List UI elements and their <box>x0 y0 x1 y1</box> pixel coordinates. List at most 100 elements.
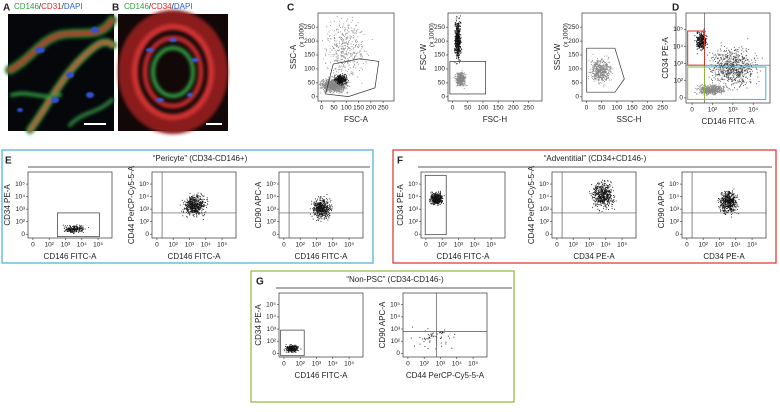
event-dot <box>201 210 202 211</box>
event-dot <box>343 26 344 27</box>
event-dot <box>605 76 606 77</box>
event-dot <box>83 229 84 230</box>
event-dot <box>741 46 742 47</box>
x-tick-label: 10³ <box>728 107 738 114</box>
event-dot <box>726 50 727 51</box>
event-dot <box>600 60 601 61</box>
event-dot <box>731 58 732 59</box>
event-dot <box>74 230 75 231</box>
event-dot <box>739 55 740 56</box>
event-dot <box>736 75 737 76</box>
event-dot <box>702 40 703 41</box>
event-dot <box>335 45 336 46</box>
event-dot <box>608 72 609 73</box>
event-dot <box>453 77 454 78</box>
event-dot <box>341 55 342 56</box>
event-dot <box>605 79 606 80</box>
event-dot <box>709 77 710 78</box>
y-tick-label: 10³ <box>674 60 684 67</box>
event-dot <box>733 56 734 57</box>
event-dot <box>333 90 334 91</box>
event-dot <box>330 22 331 23</box>
event-dot <box>362 47 363 48</box>
event-dot <box>715 54 716 55</box>
event-dot <box>603 65 604 66</box>
event-dot <box>82 229 83 230</box>
event-dot <box>457 42 458 43</box>
event-dot <box>325 53 326 54</box>
event-dot <box>701 41 702 42</box>
event-dot <box>741 53 742 54</box>
event-dot <box>724 50 725 51</box>
event-dot <box>604 70 605 71</box>
event-dot <box>606 67 607 68</box>
event-dot <box>459 74 460 75</box>
event-dot <box>716 84 717 85</box>
event-dot <box>712 82 713 83</box>
event-dot <box>347 63 348 64</box>
event-dot <box>725 63 726 64</box>
event-dot <box>723 59 724 60</box>
event-dot <box>198 210 199 211</box>
event-dot <box>194 202 195 203</box>
event-dot <box>709 91 710 92</box>
y-tick-label: 200 <box>304 38 315 45</box>
event-dot <box>594 66 595 67</box>
event-dot <box>331 89 332 90</box>
event-dot <box>206 199 207 200</box>
event-dot <box>456 54 457 55</box>
event-dot <box>739 59 740 60</box>
event-dot <box>748 60 749 61</box>
event-dot <box>707 89 708 90</box>
y-tick-label: 0 <box>441 94 445 101</box>
event-dot <box>730 63 731 64</box>
event-dot <box>460 51 461 52</box>
event-dot <box>355 41 356 42</box>
event-dot <box>593 76 594 77</box>
event-dot <box>324 85 325 86</box>
event-dot <box>739 71 740 72</box>
event-dot <box>598 72 599 73</box>
event-dot <box>456 85 457 86</box>
event-dot <box>462 79 463 80</box>
event-dot <box>729 88 730 89</box>
event-dot <box>454 52 455 53</box>
event-dot <box>594 68 595 69</box>
event-dot <box>742 59 743 60</box>
event-dot <box>595 75 596 76</box>
event-dot <box>70 227 71 228</box>
event-dot <box>463 76 464 77</box>
event-dot <box>722 70 723 71</box>
x-tick-label: 0 <box>451 105 455 112</box>
y-tick-label: 150 <box>568 52 579 59</box>
event-dot <box>605 68 606 69</box>
event-dot <box>713 94 714 95</box>
event-dot <box>338 69 339 70</box>
event-dot <box>700 50 701 51</box>
event-dot <box>361 42 362 43</box>
event-dot <box>337 91 338 92</box>
event-dot <box>454 31 455 32</box>
event-dot <box>712 75 713 76</box>
event-dot <box>606 79 607 80</box>
event-dot <box>728 90 729 91</box>
event-dot <box>599 73 600 74</box>
event-dot <box>338 29 339 30</box>
event-dot <box>329 81 330 82</box>
event-dot <box>713 92 714 93</box>
event-dot <box>340 61 341 62</box>
event-dot <box>328 38 329 39</box>
event-dot <box>737 62 738 63</box>
event-dot <box>608 59 609 60</box>
event-dot <box>717 86 718 87</box>
event-dot <box>696 88 697 89</box>
event-dot <box>697 49 698 50</box>
event-dot <box>459 84 460 85</box>
event-dot <box>723 92 724 93</box>
event-dot <box>727 74 728 75</box>
event-dot <box>464 85 465 86</box>
event-dot <box>710 90 711 91</box>
event-dot <box>342 73 343 74</box>
event-dot <box>742 75 743 76</box>
event-dot <box>727 53 728 54</box>
